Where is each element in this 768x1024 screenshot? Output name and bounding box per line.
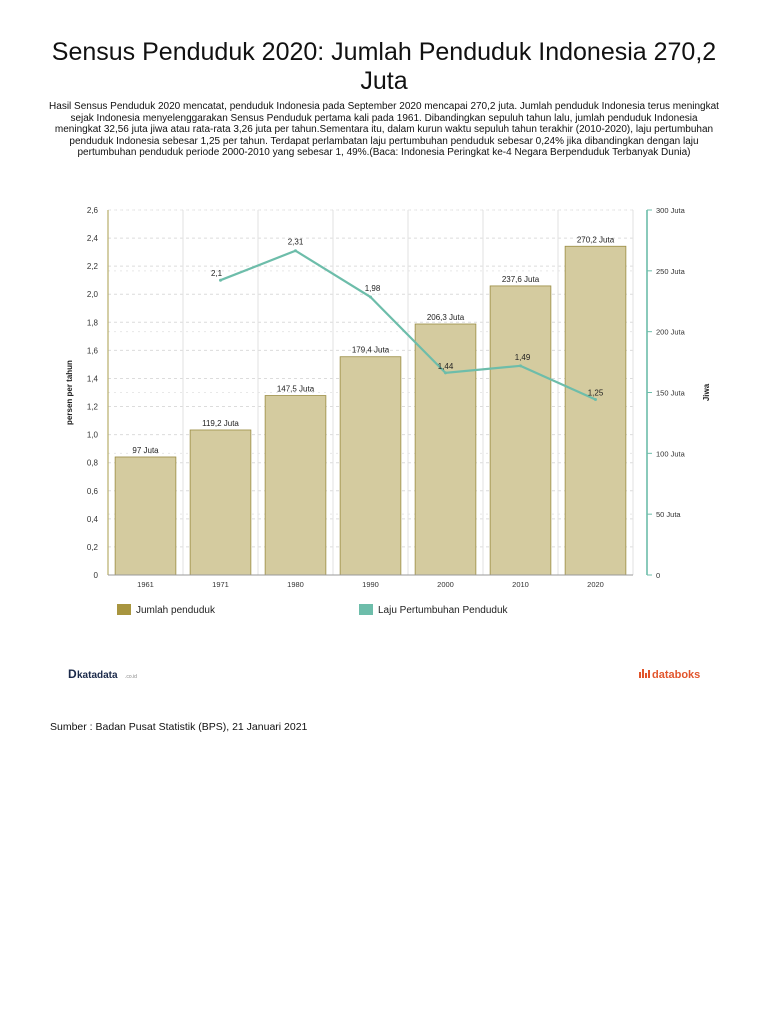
bar-2020 [564,245,627,576]
x-tick-label: 1990 [362,580,379,589]
line-point-1980 [294,249,297,253]
x-tick-label: 2000 [437,580,454,589]
bar-1971 [189,429,252,576]
growth-rate-line [220,249,596,401]
right-axis-title: Jiwa [702,383,711,401]
bar-value-label: 147,5 Juta [277,385,315,394]
left-axis-title: persen per tahun [65,360,74,425]
left-tick-label: 1,0 [87,431,99,440]
legend: Jumlah penduduk Laju Pertumbuhan Penduduk [117,604,509,616]
line-value-label: 1,98 [365,284,381,293]
left-tick-label: 1,6 [87,346,99,355]
legend-label-line: Laju Pertumbuhan Penduduk [378,605,509,616]
intro-paragraph: Hasil Sensus Penduduk 2020 mencatat, pen… [49,101,719,159]
right-tick-label: 50 Juta [656,510,681,519]
left-tick-label: 0 [94,571,99,580]
katadata-logo: katadata [77,670,118,681]
x-tick-label: 2020 [587,580,604,589]
left-tick-label: 2,2 [87,262,99,271]
legend-swatch-bar [117,604,131,615]
left-tick-label: 2,0 [87,290,99,299]
bar-1961 [114,456,177,576]
bar-value-label: 270,2 Juta [577,235,615,244]
right-tick-label: 150 Juta [656,389,686,398]
right-tick-label: 0 [656,571,660,580]
legend-swatch-line [359,604,373,615]
line-value-label: 1,25 [588,389,604,398]
left-tick-label: 0,8 [87,459,99,468]
bar-value-label: 206,3 Juta [427,313,465,322]
x-tick-label: 2010 [512,580,529,589]
left-tick-label: 1,8 [87,318,99,327]
databoks-icon-bar [645,673,647,678]
left-tick-label: 2,4 [87,234,99,243]
katadata-mark: D [68,667,77,681]
line-point-2000 [444,371,447,375]
right-tick-label: 250 Juta [656,267,686,276]
legend-label-bar: Jumlah penduduk [136,605,216,616]
bar-1980 [264,395,327,576]
bar-value-label: 119,2 Juta [202,419,239,428]
right-tick-label: 200 Juta [656,328,686,337]
x-tick-label: 1971 [212,580,229,589]
bar-1990 [339,356,402,576]
left-tick-label: 1,2 [87,403,99,412]
population-chart: 97 Juta 119,2 Juta 147,5 Juta 179,4 Juta 206… [65,206,711,681]
line-point-2010 [519,364,522,368]
left-tick-label: 0,6 [87,487,99,496]
page-title: Sensus Penduduk 2020: Jumlah Penduduk In… [51,38,717,95]
x-tick-label: 1961 [137,580,154,589]
line-point-2020 [594,398,597,402]
left-tick-label: 0,2 [87,543,99,552]
katadata-suffix: .co.id [125,674,137,680]
left-tick-label: 0,4 [87,515,99,524]
line-value-label: 2,31 [288,238,304,247]
bar-2010 [489,285,552,576]
bar-value-label: 179,4 Juta [352,346,390,355]
bar-series: 97 Juta 119,2 Juta 147,5 Juta 179,4 Juta 206… [114,235,627,576]
source-note: Sumber : Badan Pusat Statistik (BPS), 21… [50,721,308,733]
line-series: 2,1 2,31 1,98 1,44 1,49 1,25 [211,238,604,402]
x-tick-label: 1980 [287,580,304,589]
line-value-label: 2,1 [211,269,223,278]
grid-lines [107,209,634,575]
right-tick-label: 300 Juta [656,206,686,215]
bar-2000 [414,323,477,576]
left-tick-label: 1,4 [87,374,99,383]
databoks-icon-bar [639,672,641,678]
databoks-logo: databoks [652,669,700,681]
line-point-1990 [369,295,372,299]
bar-value-label: 97 Juta [132,446,159,455]
databoks-icon-bar [648,670,650,678]
line-point-1971 [219,278,222,282]
line-value-label: 1,49 [515,353,531,362]
databoks-icon-bar [642,669,644,678]
bar-value-label: 237,6 Juta [502,275,540,284]
axes: 0 0,2 0,4 0,6 0,8 1,0 1,2 1,4 1,6 1,8 2,0 2,2 2,4 2,6… [65,206,711,589]
line-value-label: 1,44 [438,362,454,371]
right-tick-label: 100 Juta [656,449,686,458]
left-tick-label: 2,6 [87,206,99,215]
